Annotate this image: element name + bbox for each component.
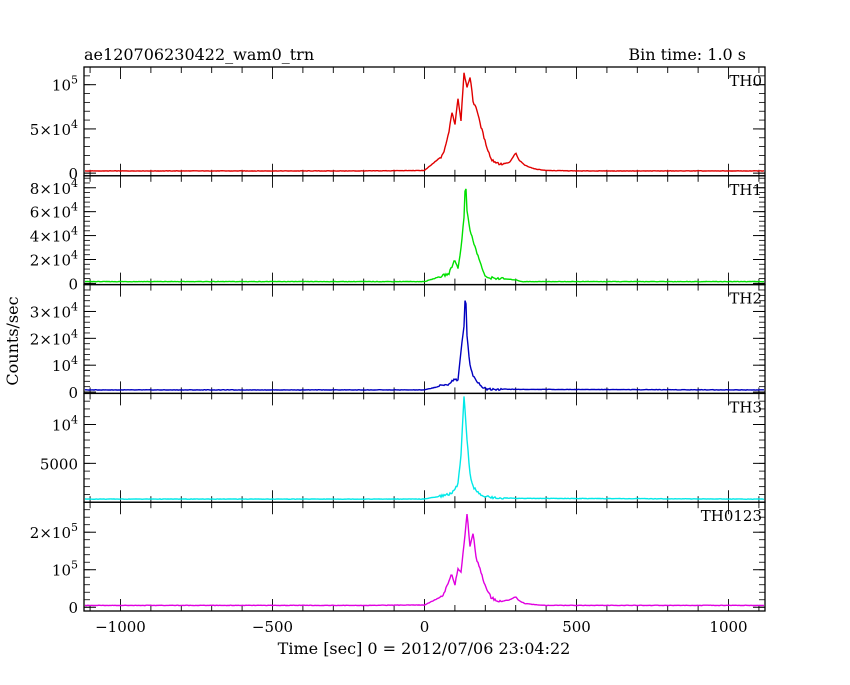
x-tick-label: −500 [252,618,293,636]
y-tick-label-th1: 4×104 [30,225,78,246]
x-tick-label: 1000 [709,618,747,636]
panel-label-th3: TH3 [729,398,762,416]
y-tick-label-th2: 0 [68,384,78,402]
panel-frame-th1 [83,175,766,286]
chart-title: ae120706230422_wam0_trn [84,45,314,64]
y-tick-label-th0: 105 [52,74,78,95]
y-tick-label-th3: 104 [52,413,78,434]
y-tick-label-th0123: 105 [52,559,78,580]
series-line-th2 [84,300,764,392]
panel-label-th0: TH0 [729,72,762,90]
panel-frame-th0123 [83,501,766,612]
y-tick-label-th2: 104 [52,354,78,375]
series-line-th0 [85,72,765,172]
x-tick-label: 0 [420,618,430,636]
panel-frame-th2 [83,283,766,395]
bin-time-label: Bin time: 1.0 s [628,45,746,64]
x-axis-label: Time [sec] 0 = 2012/07/06 23:04:22 [278,639,571,658]
series-line-th1 [84,188,765,283]
panel-label-th2: TH2 [729,290,762,308]
series-line-th0123 [84,514,765,607]
y-tick-label-th1: 6×104 [30,201,78,222]
y-tick-label-th2: 3×104 [30,300,78,321]
panel-frame-th3 [83,392,766,503]
x-tick-label: −1000 [95,618,146,636]
y-tick-label-th0123: 2×105 [30,521,78,542]
y-tick-label-th2: 2×104 [30,327,78,348]
panel-label-th0123: TH0123 [701,507,762,525]
y-tick-label-th1: 2×104 [30,248,78,269]
y-tick-label-th0123: 0 [68,599,78,617]
x-tick-label: 500 [562,618,591,636]
y-tick-label-th1: 0 [68,275,78,293]
panel-label-th1: TH1 [729,181,762,199]
y-tick-label-th3: 5000 [40,455,78,473]
y-tick-label-th0: 5×104 [30,118,78,139]
panel-frame-th0 [83,66,766,177]
y-tick-label-th0: 0 [68,165,78,183]
y-axis-label: Counts/sec [3,296,22,385]
series-line-th3 [84,396,765,501]
y-tick-label-th1: 8×104 [30,177,78,198]
